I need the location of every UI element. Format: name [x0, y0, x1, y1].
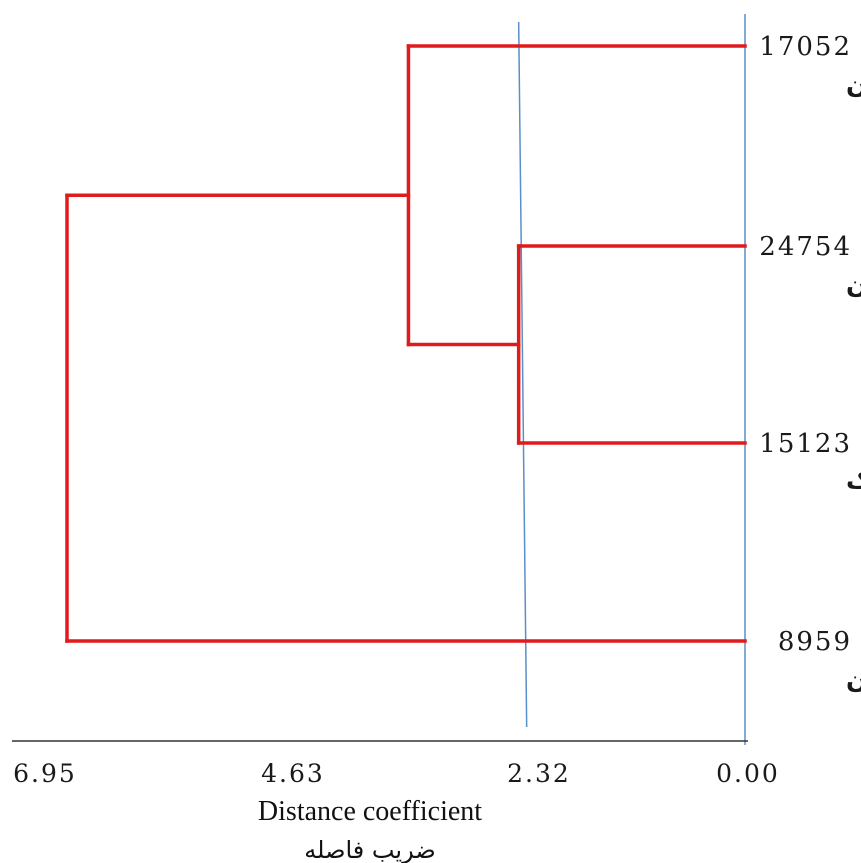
dendrogram-branches [65, 44, 747, 643]
x-tick-label: 2.32 [507, 759, 571, 788]
leaf-name-label: قره‌چمن [846, 268, 861, 298]
x-tick-label: 6.95 [13, 759, 77, 788]
reference-line [517, 21, 528, 728]
leaf-name-label: بروجن [846, 663, 861, 693]
leaf-name-label: قزوین [846, 68, 861, 98]
x-axis-title-secondary: ضریب فاصله [304, 836, 435, 863]
leaf-labels: 17052 قزوین 24754 قره‌چمن 15123 اراک 8959 بروجن [759, 32, 861, 693]
reference-lines [517, 14, 746, 745]
leaf-code-label: 8959 [778, 627, 852, 657]
leaf-code-label: 15123 [759, 429, 852, 459]
leaf-code-label: 24754 [759, 232, 852, 262]
x-tick-label: 4.63 [261, 759, 325, 788]
leaf-name-label: اراک [846, 465, 861, 494]
x-axis-ticks: 6.95 4.63 2.32 0.00 [13, 759, 780, 788]
leaf-code-label: 17052 [759, 32, 852, 62]
x-tick-label: 0.00 [716, 759, 780, 788]
x-axis-title: Distance coefficient [258, 796, 482, 827]
